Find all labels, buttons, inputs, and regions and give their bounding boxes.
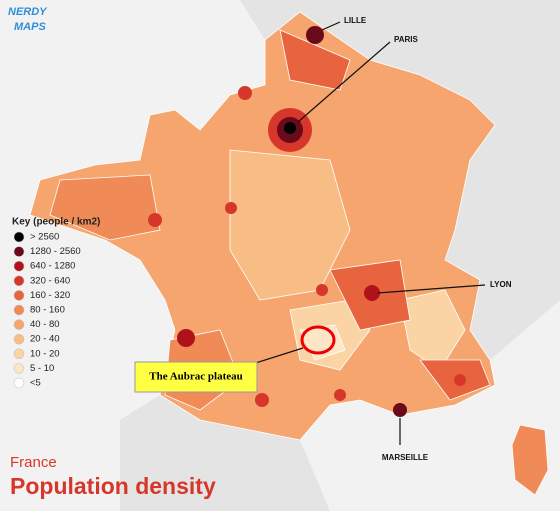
city-label: LILLE — [344, 16, 367, 25]
logo: NERDY MAPS — [8, 6, 48, 33]
legend-swatch — [13, 363, 25, 374]
legend-swatch — [13, 348, 25, 360]
legend-swatch — [13, 260, 25, 272]
logo-line: NERDY — [8, 6, 48, 18]
legend-swatch — [13, 231, 25, 243]
legend-label: <5 — [30, 378, 41, 389]
legend-title: Key (people / km2) — [12, 217, 100, 228]
legend-label: 40 - 80 — [30, 319, 60, 330]
legend-label: 80 - 160 — [30, 305, 65, 316]
city-label: MARSEILLE — [382, 453, 429, 462]
legend-swatch — [13, 246, 25, 257]
logo-line: MAPS — [14, 21, 46, 33]
city-label: LYON — [490, 280, 512, 289]
title-country: France — [10, 454, 57, 471]
legend-label: 20 - 40 — [30, 334, 60, 345]
legend: > 2560 1280 - 2560 640 - 1280 320 - 640 160 … — [13, 231, 81, 389]
title: Population density — [10, 473, 216, 499]
legend-swatch — [13, 275, 25, 287]
legend-swatch — [13, 377, 25, 389]
annotation-box — [134, 361, 258, 393]
legend-label: 160 - 320 — [30, 290, 70, 301]
neighbor-land — [120, 0, 560, 511]
legend-label: 640 - 1280 — [30, 261, 75, 272]
aubrac-highlight — [300, 325, 336, 355]
density-hotspots — [148, 26, 466, 417]
legend-label: 1280 - 2560 — [30, 246, 81, 257]
legend-label: 10 - 20 — [30, 348, 60, 359]
city-label: PARIS — [394, 35, 419, 44]
legend-swatch — [13, 333, 25, 345]
legend-label: > 2560 — [30, 232, 59, 243]
legend-label: 320 - 640 — [30, 275, 70, 286]
legend-swatch — [13, 304, 25, 316]
legend-swatch — [13, 290, 25, 301]
legend-swatch — [13, 319, 25, 330]
annotation: The Aubrac plateau — [149, 371, 243, 383]
legend-label: 5 - 10 — [30, 363, 54, 374]
